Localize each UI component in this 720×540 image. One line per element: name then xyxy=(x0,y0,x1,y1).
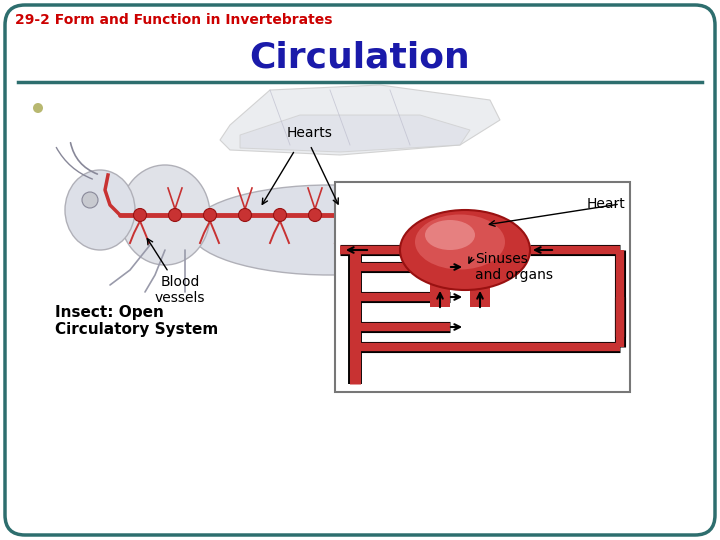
Text: Circulation: Circulation xyxy=(250,40,470,74)
Ellipse shape xyxy=(425,220,475,250)
Ellipse shape xyxy=(120,165,210,265)
Circle shape xyxy=(398,208,412,221)
Circle shape xyxy=(308,208,322,221)
FancyBboxPatch shape xyxy=(5,5,715,535)
Circle shape xyxy=(449,208,462,221)
Text: Insect: Open
Circulatory System: Insect: Open Circulatory System xyxy=(55,305,218,338)
Circle shape xyxy=(369,208,382,221)
FancyBboxPatch shape xyxy=(430,262,450,307)
Text: Hearts: Hearts xyxy=(287,126,333,140)
Circle shape xyxy=(204,208,217,221)
FancyBboxPatch shape xyxy=(335,182,630,392)
Circle shape xyxy=(133,208,146,221)
Text: Sinuses
and organs: Sinuses and organs xyxy=(475,252,553,282)
Circle shape xyxy=(238,208,251,221)
Ellipse shape xyxy=(65,170,135,250)
Circle shape xyxy=(33,103,43,113)
Text: 29-2 Form and Function in Invertebrates: 29-2 Form and Function in Invertebrates xyxy=(15,13,333,27)
FancyBboxPatch shape xyxy=(470,262,490,307)
Circle shape xyxy=(168,208,181,221)
Circle shape xyxy=(274,208,287,221)
Ellipse shape xyxy=(415,214,505,269)
Circle shape xyxy=(338,208,351,221)
Ellipse shape xyxy=(190,185,470,275)
Polygon shape xyxy=(220,85,500,155)
Circle shape xyxy=(423,208,436,221)
Circle shape xyxy=(82,192,98,208)
Text: Heart: Heart xyxy=(586,197,625,211)
Polygon shape xyxy=(240,115,470,152)
Text: Blood
vessels: Blood vessels xyxy=(148,239,205,305)
Ellipse shape xyxy=(400,210,530,290)
